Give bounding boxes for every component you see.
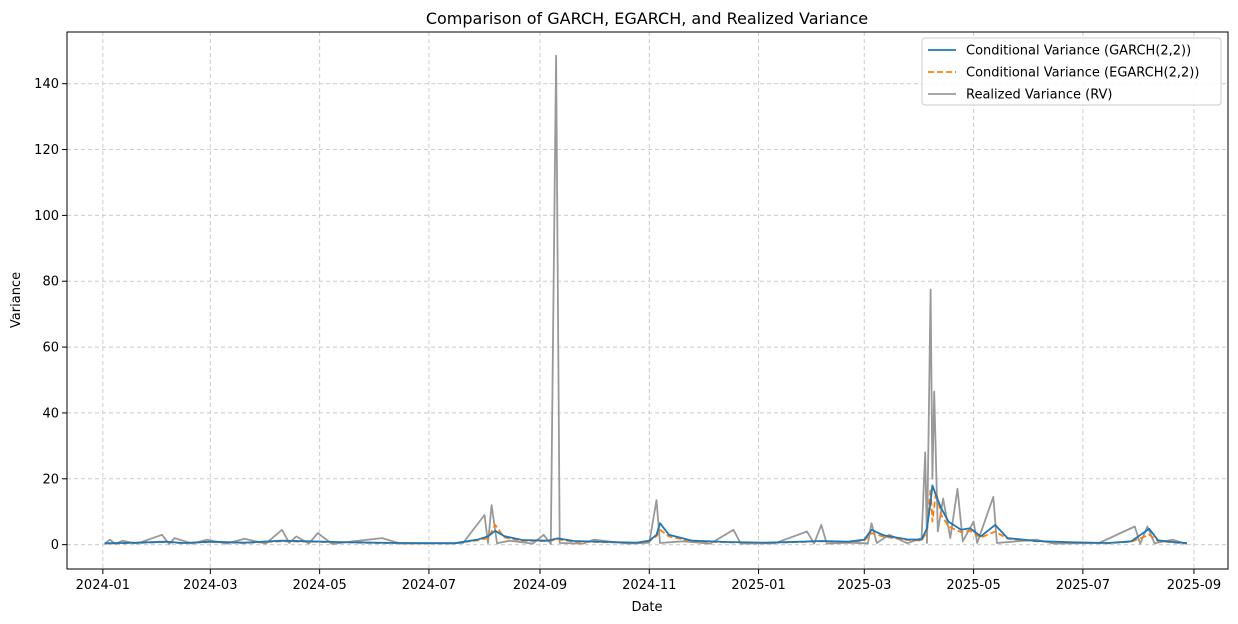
y-tick-label: 80 xyxy=(42,275,59,290)
legend-box xyxy=(921,37,1222,106)
legend-label: Conditional Variance (GARCH(2,2)) xyxy=(966,44,1191,59)
x-axis-label: Date xyxy=(631,600,662,615)
x-tick-label: 2024-05 xyxy=(292,578,346,593)
x-tick-label: 2024-07 xyxy=(402,578,456,593)
y-tick-label: 40 xyxy=(42,406,59,421)
x-tick-label: 2024-09 xyxy=(513,578,567,593)
x-tick-label: 2025-05 xyxy=(946,578,1000,593)
x-axis-ticks: 2024-01 2024-03 2024-05 2024-07 2024-09 2024-… xyxy=(76,569,1221,593)
series-line-realized-variance-rv xyxy=(104,54,1188,545)
x-tick-label: 2025-09 xyxy=(1167,578,1221,593)
x-tick-label: 2024-01 xyxy=(76,578,130,593)
x-tick-label: 2025-01 xyxy=(731,578,785,593)
legend-label: Realized Variance (RV) xyxy=(966,88,1113,103)
y-tick-label: 140 xyxy=(34,77,59,92)
grid xyxy=(67,32,1228,569)
series-group xyxy=(104,54,1188,545)
legend: Conditional Variance (GARCH(2,2)) Conditi… xyxy=(921,37,1222,106)
series-line-conditional-variance-garch-2-2 xyxy=(104,484,1187,545)
plot-frame xyxy=(66,31,1229,570)
x-tick-label: 2024-11 xyxy=(622,578,676,593)
y-tick-label: 60 xyxy=(42,341,59,356)
x-tick-label: 2025-07 xyxy=(1056,578,1110,593)
y-tick-label: 0 xyxy=(51,538,59,553)
chart-title: Comparison of GARCH, EGARCH, and Realize… xyxy=(426,9,868,28)
y-tick-label: 120 xyxy=(34,143,59,158)
x-tick-label: 2024-03 xyxy=(183,578,237,593)
series-line-conditional-variance-egarch-2-2 xyxy=(104,487,1187,545)
y-axis-ticks: 0 20 40 60 80 100 120 140 xyxy=(34,77,67,553)
y-tick-label: 20 xyxy=(42,472,59,487)
y-axis-label: Variance xyxy=(9,272,24,328)
y-tick-label: 100 xyxy=(34,209,59,224)
x-tick-label: 2025-03 xyxy=(837,578,891,593)
legend-label: Conditional Variance (EGARCH(2,2)) xyxy=(966,66,1199,81)
